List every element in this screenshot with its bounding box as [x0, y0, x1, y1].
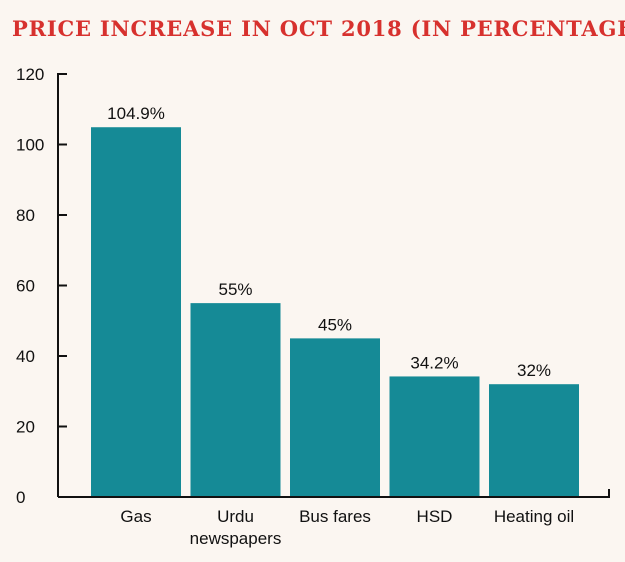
bar [389, 376, 480, 497]
data-label: 55% [218, 280, 252, 299]
y-tick-label: 60 [16, 277, 35, 296]
y-tick-label: 20 [16, 418, 35, 437]
x-tick-label: HSD [417, 507, 453, 526]
x-tick-label: Heating oil [494, 507, 574, 526]
x-tick-label: Bus fares [299, 507, 371, 526]
y-tick-label: 40 [16, 347, 35, 366]
data-label: 45% [318, 315, 352, 334]
y-tick-label: 120 [16, 65, 44, 84]
bar [190, 303, 281, 497]
chart-title: PRICE INCREASE IN OCT 2018 (IN PERCENTAG… [12, 16, 625, 41]
y-tick-label: 80 [16, 206, 35, 225]
data-label: 32% [517, 361, 551, 380]
data-label: 34.2% [410, 353, 458, 372]
bar [290, 338, 380, 497]
bar [489, 384, 579, 497]
x-tick-label: Urdu newspapers [190, 507, 282, 548]
data-label: 104.9% [107, 104, 165, 123]
y-tick-label: 100 [16, 136, 44, 155]
x-tick-label: Gas [120, 507, 151, 526]
bar [91, 127, 181, 497]
y-tick-label: 0 [16, 488, 25, 507]
